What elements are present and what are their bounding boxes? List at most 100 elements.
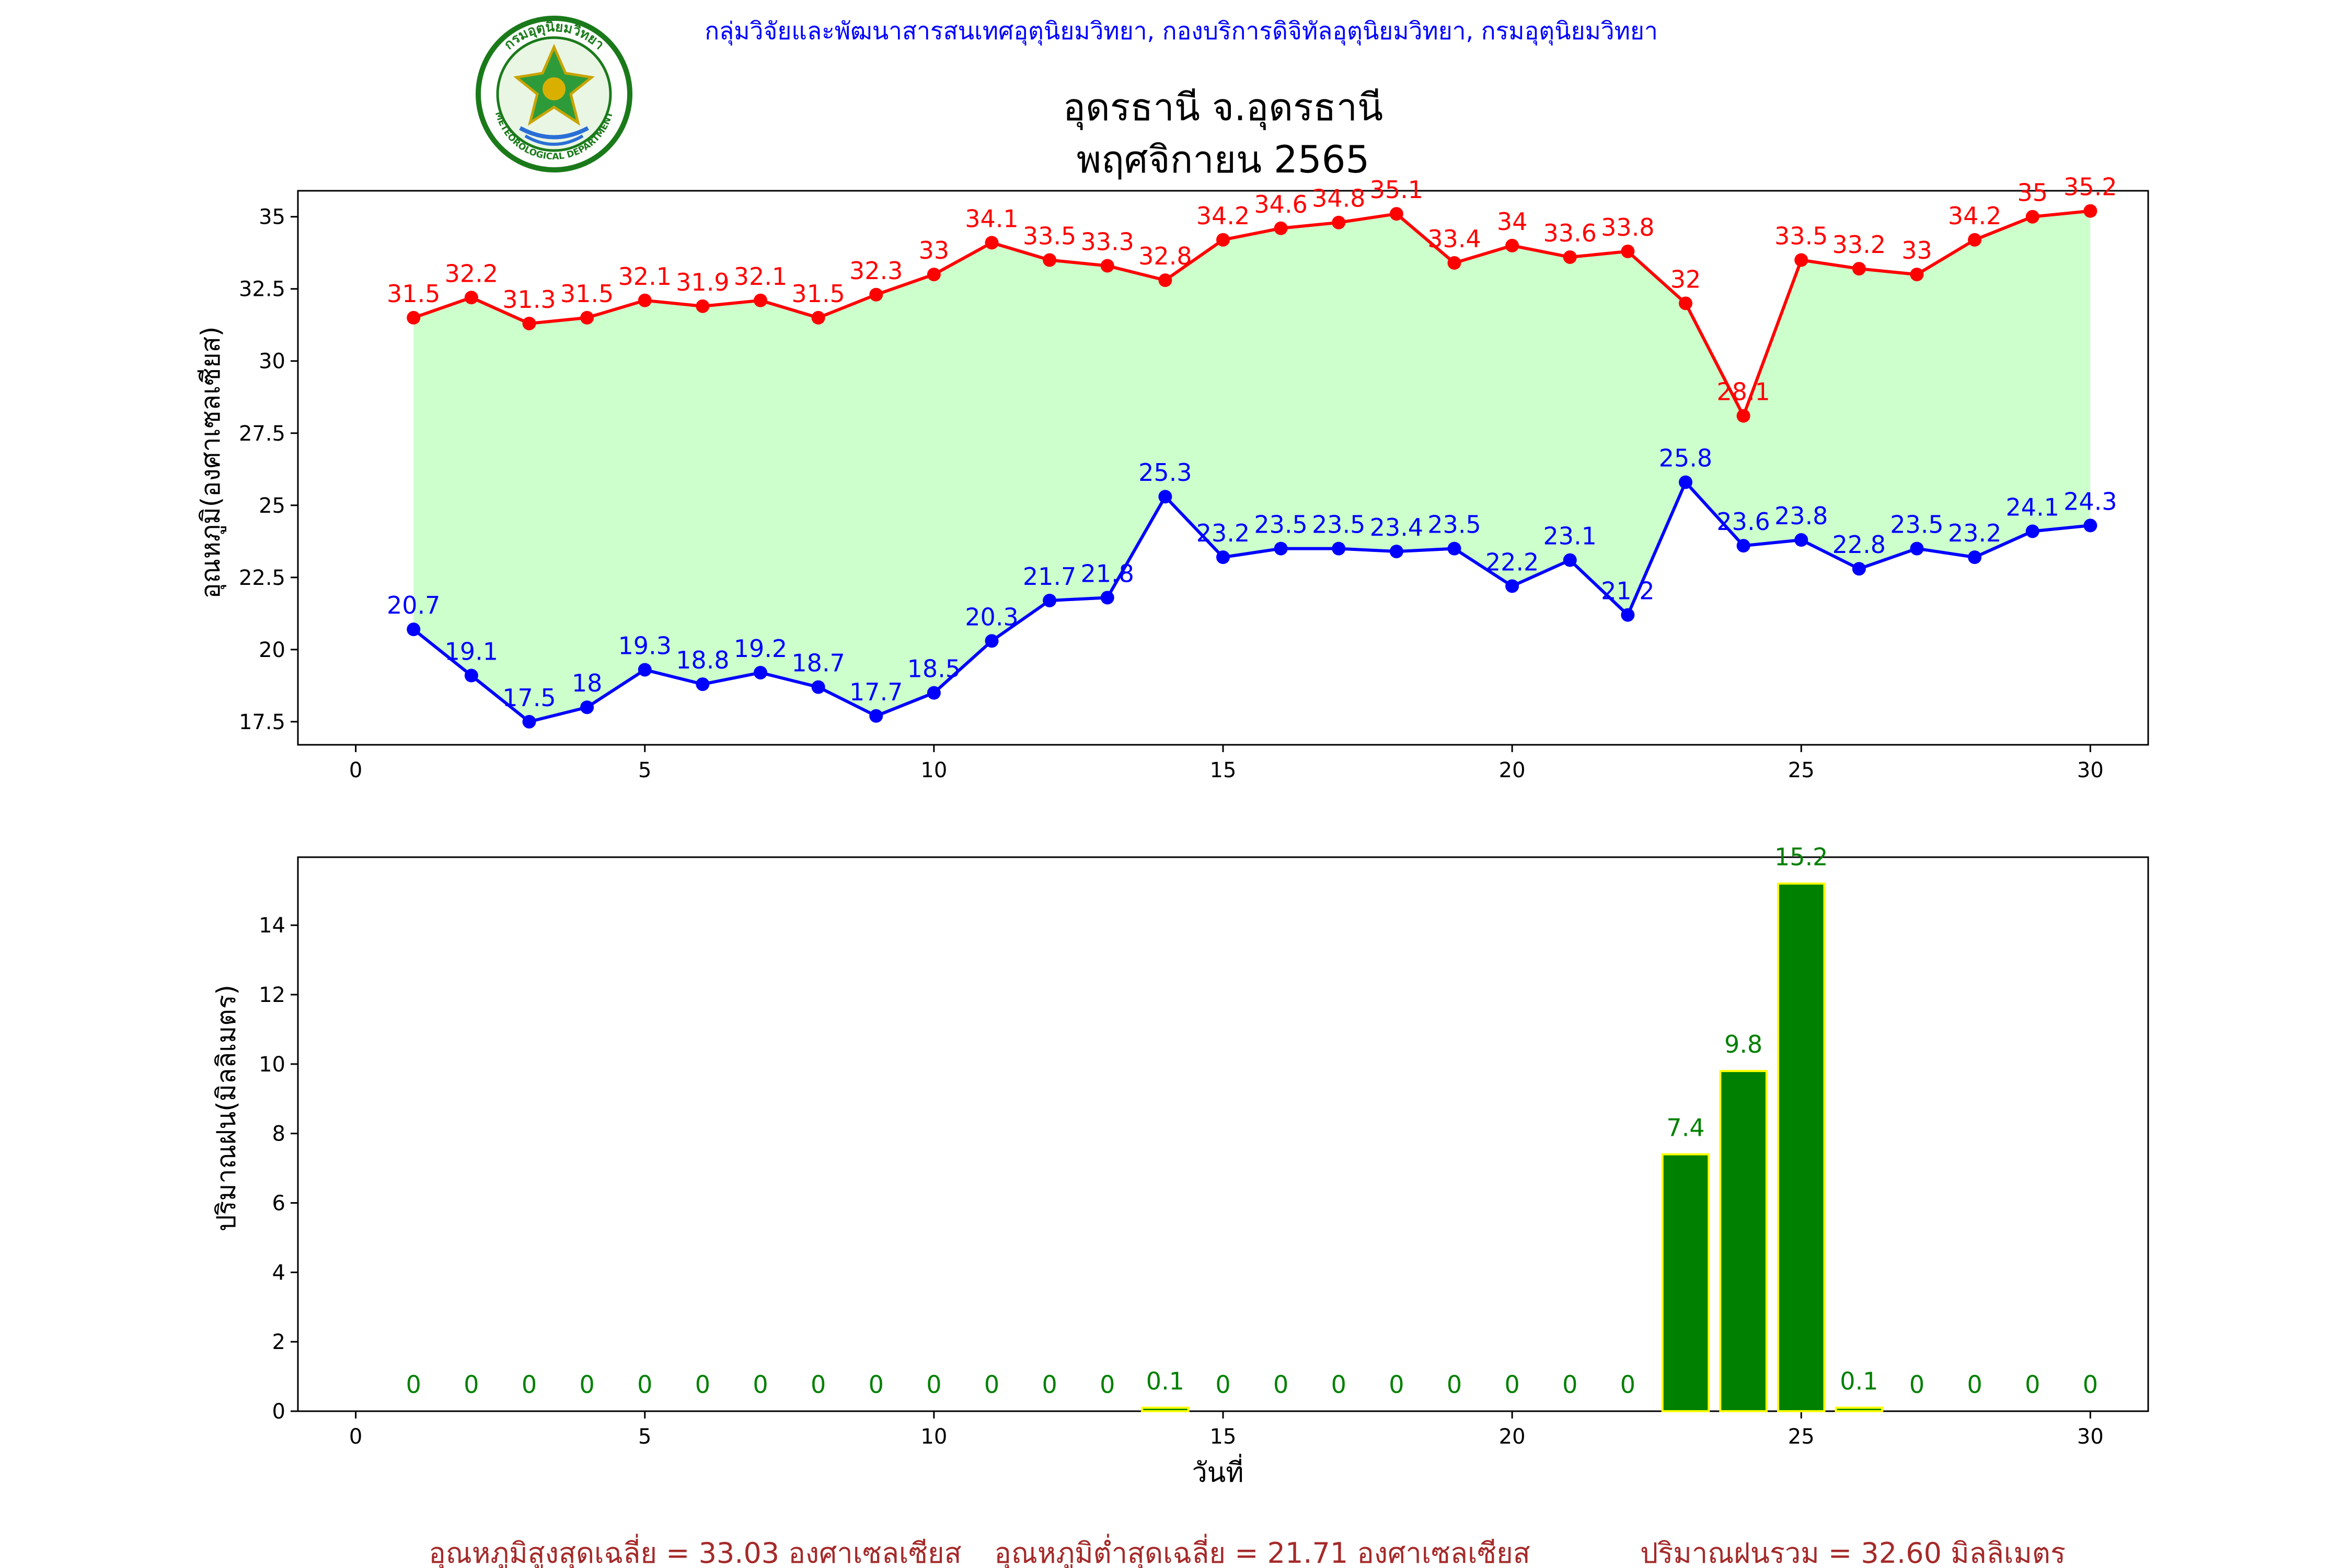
max-temperature-label: 34.2 — [1948, 202, 2001, 230]
min-temperature-label: 24.3 — [2063, 487, 2117, 515]
summary-avg-max: อุณหภูมิสูงสุดเฉลี่ย = 33.03 องศาเซลเซีย… — [429, 1534, 961, 1568]
min-temperature-label: 23.5 — [1890, 511, 1943, 539]
max-temperature-label: 33.5 — [1023, 222, 1076, 250]
max-temperature-point — [1968, 233, 1982, 247]
rainfall-value-label: 0 — [1967, 1370, 1982, 1399]
min-temperature-label: 23.6 — [1716, 508, 1770, 536]
max-temperature-label: 34.2 — [1196, 202, 1250, 230]
rainfall-value-label: 0 — [695, 1370, 710, 1399]
temp-x-tick-label: 25 — [1788, 758, 1815, 782]
max-temperature-line — [413, 209, 2091, 420]
max-temperature-label: 32.1 — [734, 262, 787, 291]
rainfall-value-label: 0 — [1331, 1370, 1346, 1399]
rain-y-tick-label: 2 — [272, 1330, 285, 1354]
min-temperature-point — [869, 709, 883, 723]
max-temperature-label: 33.4 — [1427, 225, 1481, 253]
rain-frame — [297, 856, 2149, 1412]
min-temperature-point — [696, 677, 710, 691]
max-temperature-point — [1563, 250, 1577, 264]
chart-title: อุดรธานี จ.อุดรธานี — [1063, 85, 1383, 130]
rainfall-value-label: 7.4 — [1666, 1114, 1704, 1142]
min-temperature-label: 20.3 — [965, 603, 1018, 631]
department-logo: กรมอุตุนิยมวิทยา METEOROLOGICAL DEPARTME… — [470, 16, 638, 172]
rain-x-tick-label: 15 — [1210, 1425, 1237, 1449]
min-temperature-label: 23.2 — [1196, 519, 1250, 547]
temp-x-tick-label: 15 — [1210, 758, 1237, 782]
min-temperature-label: 20.7 — [387, 591, 440, 619]
min-temperature-point — [1389, 545, 1403, 559]
rainfall-value-label: 0 — [1273, 1370, 1288, 1399]
min-temperature-label: 23.5 — [1312, 511, 1365, 539]
min-temperature-label: 23.8 — [1774, 502, 1828, 530]
max-temperature-label: 32.3 — [849, 257, 903, 285]
temp-y-tick-label: 17.5 — [239, 710, 285, 734]
max-temperature-label: 34 — [1497, 207, 1528, 236]
min-temperature-label: 21.7 — [1023, 562, 1076, 591]
max-temperature-point — [1736, 409, 1750, 423]
min-temperature-point — [1794, 533, 1808, 547]
min-temperature-label: 23.1 — [1543, 522, 1597, 550]
temp-x-tick-label: 20 — [1499, 758, 1526, 782]
min-temperature-label: 17.7 — [849, 678, 903, 706]
summary-avg-min: อุณหภูมิต่ำสุดเฉลี่ย = 21.71 องศาเซลเซีย… — [994, 1534, 1530, 1568]
temp-y-tick-label: 20 — [259, 638, 285, 662]
max-temperature-label: 34.6 — [1254, 190, 1307, 218]
max-temperature-label: 35 — [2017, 179, 2048, 207]
min-temperature-label: 23.2 — [1948, 519, 2001, 547]
max-temperature-point — [1332, 215, 1346, 229]
max-temperature-label: 33 — [1901, 236, 1932, 264]
max-temperature-label: 32.1 — [618, 262, 672, 291]
rain-y-tick-label: 8 — [272, 1122, 285, 1146]
rain-y-tick-label: 14 — [259, 914, 285, 938]
min-temperature-label: 25.8 — [1659, 444, 1712, 472]
min-temperature-label: 19.2 — [734, 635, 787, 663]
min-temperature-point — [1563, 553, 1577, 567]
min-temperature-point — [1447, 541, 1461, 556]
max-temperature-point — [2083, 204, 2097, 218]
min-temperature-point — [1621, 608, 1635, 622]
max-temperature-point — [1910, 268, 1924, 282]
max-temperature-label: 33.3 — [1081, 228, 1134, 256]
min-temperature-point — [464, 668, 478, 683]
max-temperature-point — [638, 293, 652, 307]
min-temperature-label: 22.2 — [1485, 548, 1539, 576]
max-temperature-label: 32.8 — [1138, 242, 1192, 270]
rainfall-value-label: 0 — [2083, 1370, 2098, 1399]
rain-y-tick-label: 10 — [259, 1053, 285, 1077]
rainfall-value-label: 0 — [637, 1370, 652, 1399]
temperature-y-axis-label: อุณหภูมิ(องศาเซลเซียส) — [195, 326, 226, 598]
rainfall-value-label: 15.2 — [1774, 843, 1828, 871]
rainfall-value-label: 0.1 — [1146, 1367, 1184, 1395]
max-temperature-label: 33.8 — [1601, 213, 1654, 241]
min-temperature-label: 18.8 — [676, 646, 729, 674]
rain-y-tick-label: 12 — [259, 983, 285, 1007]
max-temperature-label: 33 — [919, 236, 950, 264]
max-temperature-point — [1100, 259, 1114, 273]
min-temperature-line — [412, 479, 2091, 724]
temp-x-tick-label: 0 — [349, 758, 362, 782]
rainfall-value-label: 0 — [753, 1370, 768, 1399]
min-temperature-point — [1274, 541, 1288, 556]
rain-y-tick-label: 0 — [272, 1400, 285, 1424]
max-temperature-point — [754, 293, 767, 307]
temp-y-tick-label: 32.5 — [239, 278, 285, 302]
rainfall-value-label: 0 — [869, 1370, 884, 1399]
max-temperature-label: 31.5 — [560, 280, 614, 308]
min-temperature-point — [2083, 518, 2097, 533]
temp-y-tick-label: 27.5 — [239, 422, 285, 446]
rain-x-tick-label: 20 — [1499, 1425, 1526, 1449]
min-temperature-point — [522, 714, 536, 729]
max-temperature-label: 32 — [1670, 265, 1701, 293]
summary-total-rain: ปริมาณฝนรวม = 32.60 มิลลิเมตร — [1640, 1537, 2066, 1568]
max-temperature-point — [1274, 221, 1288, 235]
rainfall-value-label: 0 — [464, 1370, 479, 1399]
temp-x-tick-label: 10 — [920, 758, 947, 782]
max-temperature-point — [1852, 262, 1866, 276]
max-temperature-label: 34.1 — [965, 204, 1018, 233]
rainfall-bar — [1835, 1406, 1884, 1413]
max-temperature-label: 31.5 — [387, 280, 440, 308]
min-temperature-point — [1043, 593, 1057, 607]
min-temperature-label: 18.7 — [791, 649, 845, 677]
max-temperature-label: 35.1 — [1370, 176, 1423, 204]
rainfall-bar — [1719, 1070, 1768, 1412]
